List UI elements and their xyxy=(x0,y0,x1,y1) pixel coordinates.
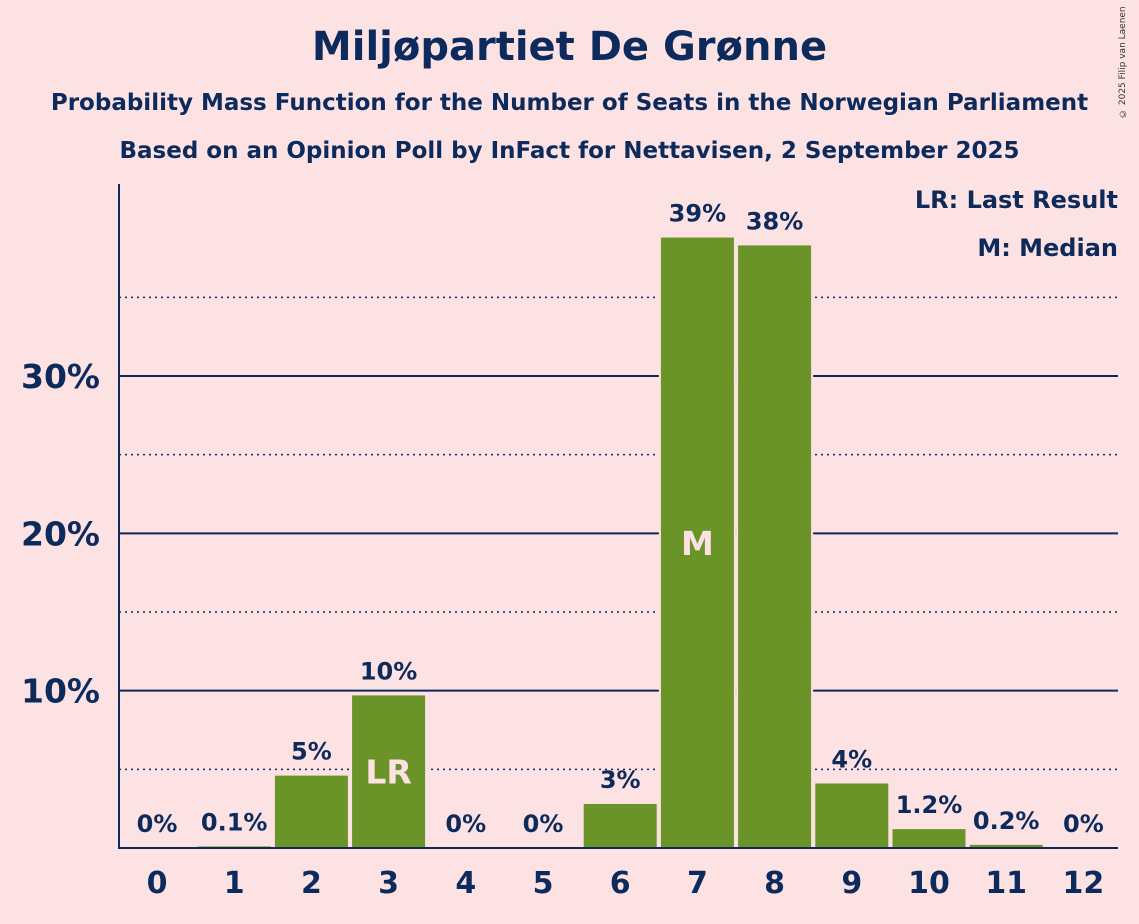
x-tick-label-6: 6 xyxy=(610,866,631,901)
legend-median: M: Median xyxy=(977,234,1118,262)
data-label-8: 38% xyxy=(746,207,803,235)
x-tick-label-10: 10 xyxy=(908,866,950,901)
bar-seats-9 xyxy=(815,783,889,848)
x-tick-label-7: 7 xyxy=(687,866,708,901)
chart-subtitle: Probability Mass Function for the Number… xyxy=(50,90,1089,116)
data-label-5: 0% xyxy=(523,810,564,838)
data-label-10: 1.2% xyxy=(896,791,963,819)
x-tick-label-4: 4 xyxy=(455,866,476,901)
x-tick-label-8: 8 xyxy=(764,866,785,901)
bar-seats-8 xyxy=(738,245,812,848)
bar-gap-1 xyxy=(195,844,273,848)
x-tick-label-2: 2 xyxy=(301,866,322,901)
y-tick-label-30: 30% xyxy=(21,357,100,396)
data-label-2: 5% xyxy=(291,738,332,766)
x-tick-label-9: 9 xyxy=(841,866,862,901)
y-tick-label-10: 10% xyxy=(21,672,100,711)
data-label-7: 39% xyxy=(669,200,726,228)
data-label-12: 0% xyxy=(1063,810,1104,838)
x-tick-label-1: 1 xyxy=(224,866,245,901)
bar-marker-m: M xyxy=(681,524,714,563)
bar-seats-7 xyxy=(660,237,734,849)
bar-seats-6 xyxy=(583,803,657,848)
x-tick-label-5: 5 xyxy=(533,866,554,901)
x-tick-label-12: 12 xyxy=(1063,866,1105,901)
data-label-11: 0.2% xyxy=(973,807,1040,835)
bar-seats-3 xyxy=(352,695,426,848)
legend-last-result: LR: Last Result xyxy=(914,186,1118,214)
x-tick-label-11: 11 xyxy=(985,866,1027,901)
data-label-1: 0.1% xyxy=(201,808,268,836)
x-tick-label-0: 0 xyxy=(147,866,168,901)
y-tick-label-20: 20% xyxy=(21,514,100,553)
data-label-4: 0% xyxy=(445,810,486,838)
data-label-6: 3% xyxy=(600,766,641,794)
bar-marker-lr: LR xyxy=(365,753,411,792)
data-label-9: 4% xyxy=(831,745,872,773)
chart-subtitle-source: Based on an Opinion Poll by InFact for N… xyxy=(119,138,1020,164)
chart-title: Miljøpartiet De Grønne xyxy=(311,24,828,70)
bar-seats-2 xyxy=(274,775,348,848)
data-label-3: 10% xyxy=(360,657,417,685)
data-label-0: 0% xyxy=(137,810,178,838)
x-tick-label-3: 3 xyxy=(378,866,399,901)
bar-seats-10 xyxy=(892,829,966,848)
bar-seats-11 xyxy=(969,844,1043,848)
